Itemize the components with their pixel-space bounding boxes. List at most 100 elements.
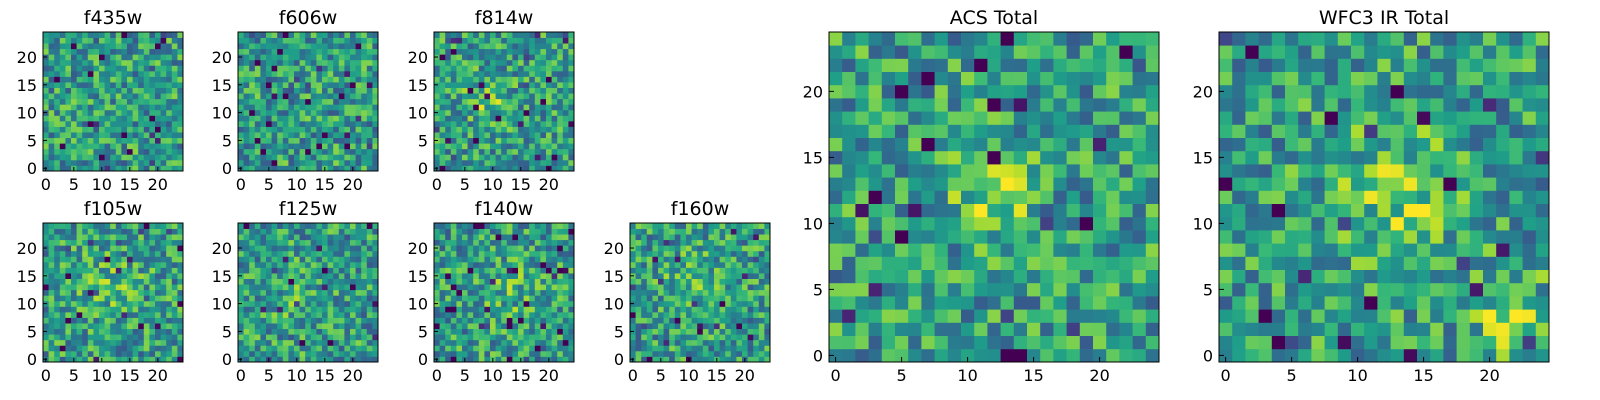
heatmap-cell: [680, 339, 687, 346]
heatmap-cell: [445, 345, 452, 352]
heatmap-cell: [249, 250, 256, 257]
heatmap-cell: [691, 317, 698, 324]
heatmap-cell: [327, 143, 334, 150]
heatmap-cell: [361, 76, 368, 83]
heatmap-cell: [974, 177, 988, 191]
heatmap-cell: [65, 115, 72, 122]
heatmap-cell: [551, 48, 558, 55]
heatmap-cell: [462, 339, 468, 346]
heatmap-cell: [48, 223, 55, 229]
heatmap-cell: [568, 245, 575, 252]
heatmap-cell: [338, 278, 345, 285]
heatmap-cell: [1106, 137, 1120, 152]
heatmap-cell: [551, 278, 558, 285]
heatmap-cell: [71, 350, 77, 357]
heatmap-cell: [333, 339, 340, 346]
heatmap-cell: [974, 322, 988, 336]
heatmap-cell: [166, 339, 173, 346]
heatmap-cell: [115, 37, 122, 44]
heatmap-cell: [355, 132, 362, 139]
heatmap-cell: [478, 261, 485, 268]
heatmap-cell: [540, 306, 547, 313]
heatmap-cell: [484, 228, 491, 235]
heatmap-cell: [59, 59, 66, 66]
heatmap-cell: [43, 250, 49, 257]
heatmap-cell: [238, 59, 244, 66]
heatmap-cell: [155, 48, 161, 55]
heatmap-cell: [456, 223, 463, 229]
heatmap-cell: [501, 328, 508, 335]
heatmap-cell: [310, 334, 317, 341]
heatmap-cell: [260, 350, 267, 357]
heatmap-cell: [54, 93, 61, 100]
heatmap-cell: [149, 334, 156, 341]
heatmap-cell: [138, 289, 145, 296]
heatmap-cell: [355, 154, 362, 161]
heatmap-cell: [249, 115, 256, 122]
heatmap-cell: [961, 190, 975, 204]
heatmap-cell: [725, 228, 732, 235]
heatmap-cell: [434, 339, 440, 346]
heatmap-cell: [282, 115, 289, 122]
heatmap-cell: [166, 165, 173, 172]
heatmap-cell: [333, 132, 340, 139]
heatmap-cell: [669, 267, 676, 274]
heatmap-cell: [473, 59, 480, 66]
heatmap-cell: [43, 317, 49, 324]
heatmap-cell: [1013, 322, 1028, 336]
heatmap-cell: [115, 159, 122, 166]
heatmap-cell: [1040, 203, 1054, 218]
heatmap-cell: [1132, 309, 1147, 323]
heatmap-cell: [529, 311, 536, 318]
heatmap-cell: [361, 223, 368, 229]
heatmap-cell: [48, 295, 55, 302]
heatmap-cell: [282, 159, 289, 166]
heatmap-cell: [333, 228, 340, 235]
heatmap-cell: [71, 317, 77, 324]
heatmap-cell: [1040, 296, 1054, 310]
heatmap-cell: [842, 164, 856, 178]
heatmap-cell: [99, 300, 105, 307]
heatmap-cell: [99, 143, 105, 150]
heatmap-cell: [719, 345, 726, 352]
heatmap-cell: [238, 143, 244, 150]
heatmap-cell: [974, 296, 988, 310]
x-tick-label: 0: [628, 366, 638, 385]
heatmap-cell: [546, 37, 552, 44]
heatmap-cell: [674, 267, 681, 274]
heatmap-cell: [1119, 216, 1133, 231]
heatmap-cell: [344, 223, 351, 229]
heatmap-cell: [842, 243, 856, 257]
heatmap-cell: [366, 256, 373, 263]
heatmap-cell: [512, 289, 519, 296]
heatmap-cell: [445, 109, 452, 116]
heatmap-cell: [719, 306, 726, 313]
heatmap-cell: [294, 82, 300, 88]
heatmap-cell: [753, 250, 760, 257]
heatmap-cell: [490, 32, 496, 38]
heatmap-cell: [697, 317, 704, 324]
heatmap-cell: [266, 48, 272, 55]
heatmap-cell: [316, 70, 323, 77]
heatmap-cell: [434, 261, 440, 268]
heatmap-cell: [327, 328, 334, 335]
heatmap-cell: [333, 143, 340, 150]
heatmap-cell: [344, 278, 351, 285]
heatmap-cell: [171, 48, 178, 55]
heatmap-cell: [366, 148, 373, 155]
heatmap-cell: [243, 328, 250, 335]
heatmap-cell: [478, 148, 485, 155]
heatmap-cell: [540, 82, 547, 88]
heatmap-cell: [310, 48, 317, 55]
heatmap-cell: [551, 239, 558, 246]
heatmap-cell: [43, 65, 49, 72]
heatmap-cell: [43, 93, 49, 100]
heatmap-cell: [282, 54, 289, 61]
heatmap-cell: [540, 165, 547, 172]
heatmap-cell: [366, 317, 373, 324]
heatmap-cell: [48, 245, 55, 252]
heatmap-cell: [54, 345, 61, 352]
heatmap-cell: [855, 137, 869, 152]
heatmap-cell: [65, 295, 72, 302]
heatmap-cell: [450, 239, 457, 246]
